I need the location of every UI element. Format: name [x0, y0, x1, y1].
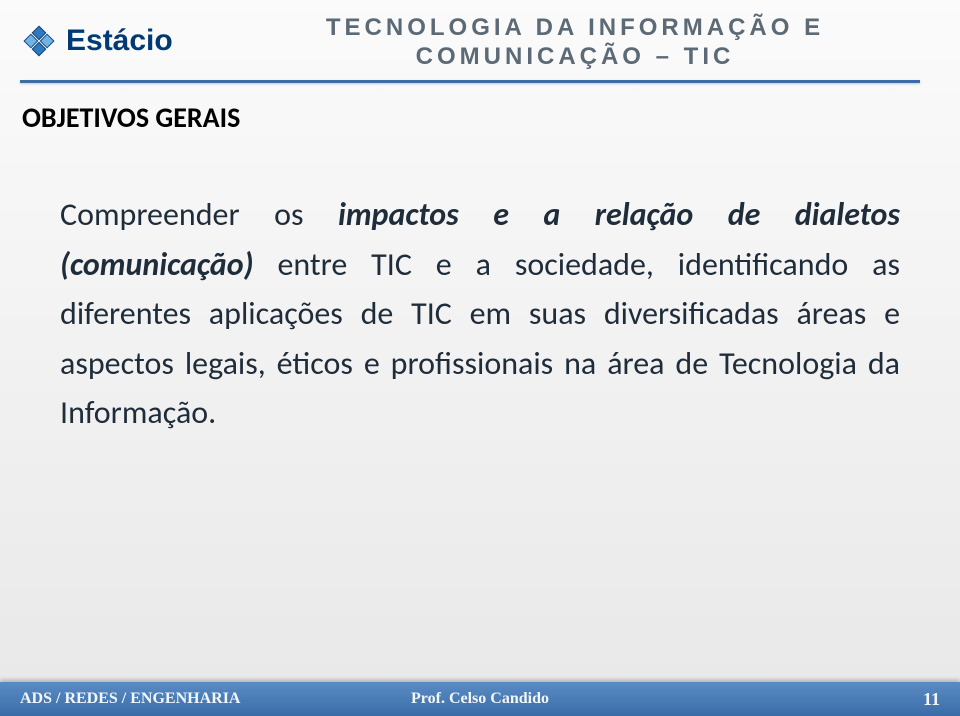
logo: Estácio: [18, 20, 173, 62]
page-number: 11: [923, 689, 940, 710]
footer-center: Prof. Celso Candido: [411, 690, 549, 708]
section-heading: OBJETIVOS GERAIS: [22, 100, 240, 135]
body-paragraph: Compreender os impactos e a relação de d…: [60, 190, 900, 438]
title-line-1: TECNOLOGIA DA INFORMAÇÃO E: [240, 14, 910, 43]
body-lead: Compreender os: [60, 195, 338, 234]
footer-left: ADS / REDES / ENGENHARIA: [20, 690, 240, 708]
logo-text: Estácio: [66, 24, 173, 58]
page-title: TECNOLOGIA DA INFORMAÇÃO E COMUNICAÇÃO –…: [240, 14, 910, 71]
header-underline: [20, 80, 920, 83]
header: Estácio TECNOLOGIA DA INFORMAÇÃO E COMUN…: [0, 0, 960, 90]
footer: ADS / REDES / ENGENHARIA Prof. Celso Can…: [0, 682, 960, 716]
logo-icon: [18, 20, 60, 62]
title-line-2: COMUNICAÇÃO – TIC: [240, 43, 910, 71]
slide: Estácio TECNOLOGIA DA INFORMAÇÃO E COMUN…: [0, 0, 960, 716]
